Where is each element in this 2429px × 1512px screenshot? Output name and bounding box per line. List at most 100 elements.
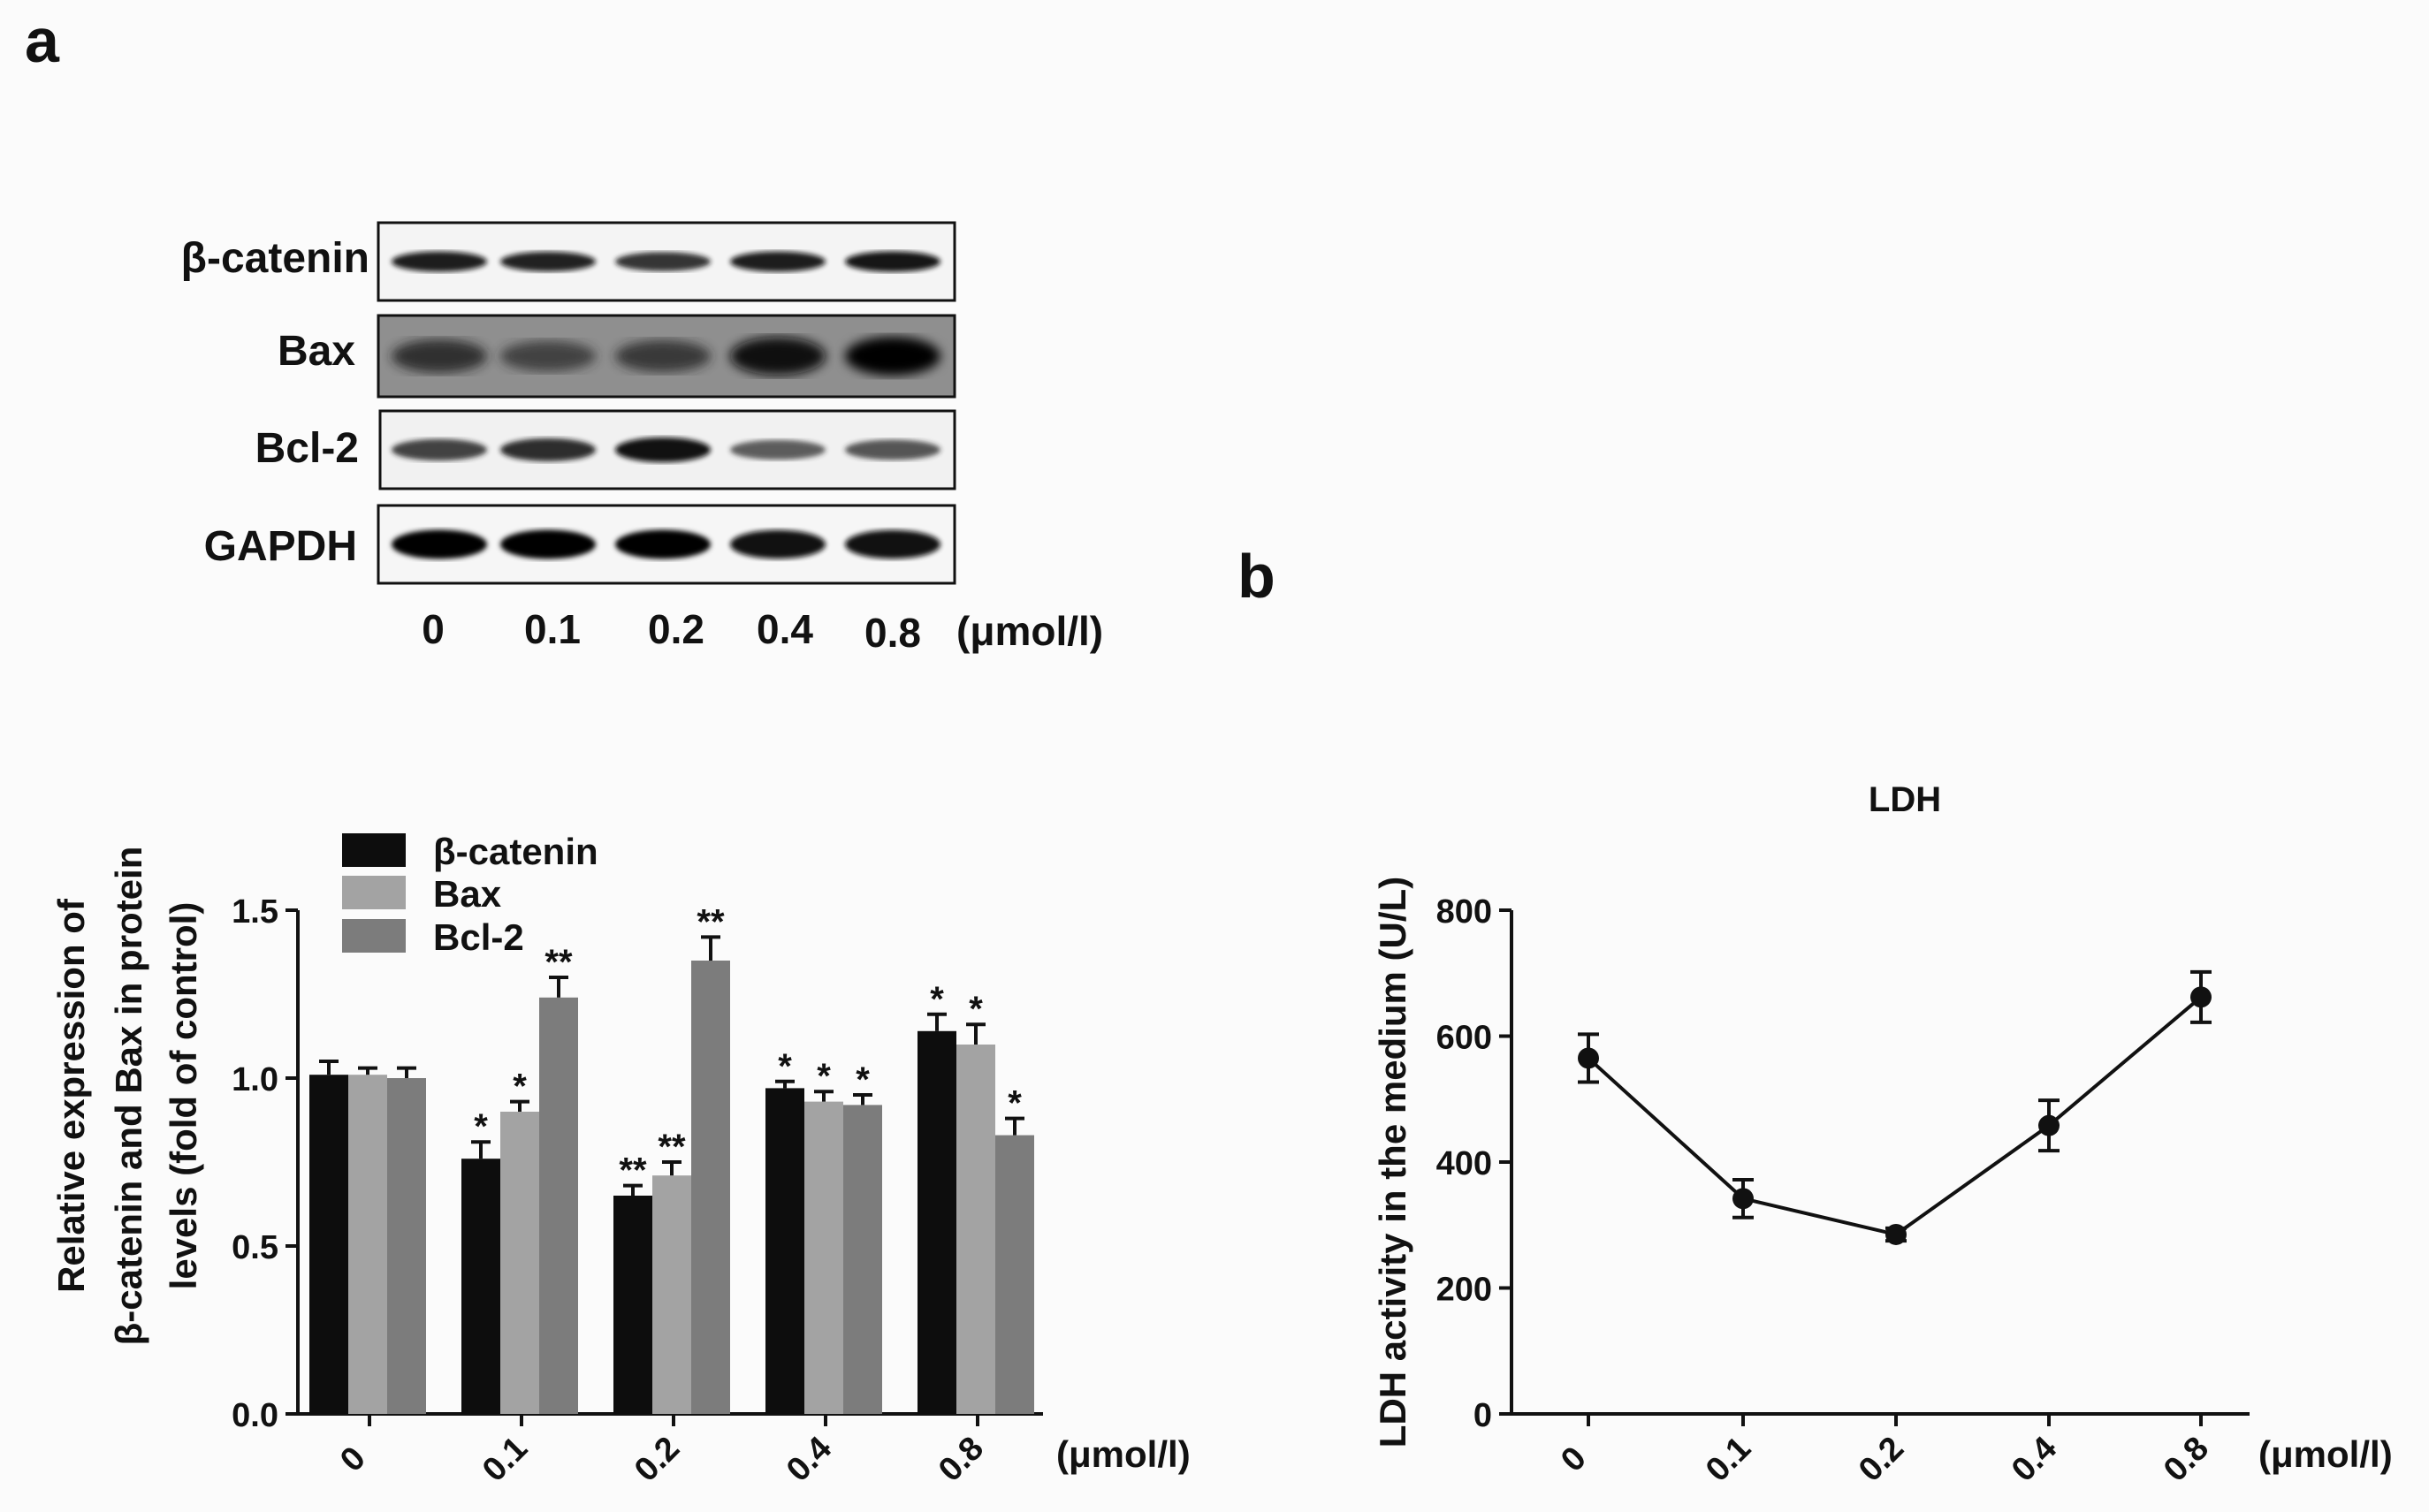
bar-significance-marker: *	[817, 1057, 831, 1096]
blot-band	[845, 529, 940, 559]
legend-label-Bax: Bax	[433, 873, 502, 915]
ldh-data-point	[1578, 1047, 1599, 1069]
blot-band	[500, 529, 596, 559]
legend-swatch-Bax	[342, 876, 406, 909]
blot-band	[615, 437, 711, 463]
bar-x-tick-label: 0.2	[628, 1430, 687, 1489]
bar-β-catenin-0.8	[918, 1030, 956, 1414]
bar-Bcl-2-0.1	[539, 997, 578, 1414]
blot-band	[730, 529, 826, 559]
blot-unit-label: (μmol/l)	[956, 608, 1103, 654]
blot-lane-label-0.8: 0.8	[864, 610, 921, 656]
bar-significance-marker: **	[544, 943, 573, 982]
bar-Bcl-2-0.2	[691, 961, 730, 1414]
bar-y-tick-label: 0.5	[232, 1229, 278, 1266]
bar-y-axis-label: β-catenin and Bax in protein	[108, 847, 149, 1346]
bar-significance-marker: *	[969, 990, 983, 1029]
bar-Bcl-2-0.4	[843, 1105, 882, 1414]
bar-β-catenin-0	[309, 1075, 348, 1414]
ldh-chart-title: LDH	[1869, 780, 1941, 819]
bar-chart-relative-expression: 0.0 0.5 1.0 1.5 Relative expression of β-cate…	[50, 831, 1191, 1489]
bar-Bax-0.1	[500, 1112, 539, 1414]
blot-band	[730, 439, 826, 460]
bar-significance-marker: *	[856, 1060, 870, 1099]
panel-label-a: a	[25, 6, 60, 75]
blot-band	[730, 337, 826, 376]
bar-β-catenin-0.2	[613, 1196, 652, 1414]
bar-Bax-0	[348, 1075, 387, 1414]
blot-band	[500, 438, 596, 461]
blot-band	[615, 529, 711, 559]
legend-label-Bcl-2: Bcl-2	[433, 916, 524, 958]
ldh-data-point	[1732, 1188, 1754, 1210]
ldh-y-axis-label: LDH activity in the medium (U/L)	[1372, 877, 1413, 1447]
bar-significance-marker: *	[513, 1068, 527, 1106]
bar-x-tick-label: 0.4	[780, 1430, 839, 1489]
blot-band	[392, 251, 487, 272]
ldh-x-tick-label: 0.4	[2005, 1430, 2064, 1489]
bar-significance-marker: *	[778, 1047, 792, 1086]
blot-band	[845, 337, 940, 376]
blot-lane-label-0.4: 0.4	[757, 606, 813, 652]
line-chart-ldh: LDH 0 200 400 600 800 LDH activity in the med…	[1372, 780, 2393, 1489]
bar-x-tick-label: 0.1	[476, 1430, 535, 1489]
bar-y-axis-label: levels (fold of control)	[163, 902, 204, 1290]
ldh-series-line	[1587, 995, 2203, 1237]
legend-label-β-catenin: β-catenin	[433, 831, 598, 872]
blot-band	[500, 251, 596, 272]
ldh-y-tick-label: 400	[1436, 1145, 1492, 1182]
bar-significance-marker: **	[697, 902, 725, 941]
bar-y-tick-label: 0.0	[232, 1397, 278, 1434]
ldh-data-point	[2190, 986, 2212, 1008]
blot-row-label-gapdh: GAPDH	[204, 523, 357, 570]
bar-x-tick-label: 0.8	[932, 1430, 991, 1489]
ldh-x-tick-label: 0.1	[1699, 1430, 1758, 1489]
bar-Bax-0.2	[652, 1175, 691, 1414]
bar-β-catenin-0.1	[461, 1159, 500, 1414]
panel-label-b: b	[1237, 542, 1275, 611]
ldh-x-tick-label: 0	[1554, 1440, 1594, 1479]
blot-lane-label-0: 0	[422, 606, 445, 652]
bar-y-tick-label: 1.5	[232, 893, 278, 931]
legend-swatch-β-catenin	[342, 833, 406, 867]
bar-x-axis-unit: (μmol/l)	[1056, 1433, 1191, 1475]
ldh-y-tick-label: 800	[1436, 893, 1492, 931]
blot-row-label-beta-catenin: β-catenin	[181, 235, 369, 282]
ldh-data-point	[1885, 1223, 1907, 1245]
western-blot: β-catenin Bax Bcl-2 GAPDH 0 0.1 0.2 0.4 …	[181, 221, 1103, 656]
bar-significance-marker: *	[930, 980, 944, 1019]
blot-band	[392, 529, 487, 559]
ldh-y-tick-label: 600	[1436, 1020, 1492, 1057]
bar-β-catenin-0.4	[765, 1088, 804, 1414]
blot-lane-label-0.2: 0.2	[648, 606, 704, 652]
bar-Bax-0.8	[956, 1045, 995, 1414]
blot-band	[392, 438, 487, 461]
ldh-x-tick-label: 0.8	[2157, 1430, 2216, 1489]
bar-x-tick-label: 0	[333, 1440, 373, 1479]
ldh-y-tick-label: 0	[1473, 1397, 1492, 1434]
bar-Bax-0.4	[804, 1101, 843, 1414]
bar-significance-marker: *	[474, 1107, 488, 1146]
blot-row-label-bcl2: Bcl-2	[255, 425, 359, 472]
ldh-data-point	[2038, 1114, 2060, 1136]
blot-band	[845, 251, 940, 272]
bar-significance-marker: **	[658, 1128, 686, 1166]
bar-Bcl-2-0	[387, 1078, 426, 1414]
blot-band	[730, 251, 826, 272]
blot-lane-label-0.1: 0.1	[524, 606, 581, 652]
ldh-x-tick-label: 0.2	[1852, 1430, 1911, 1489]
bar-significance-marker: **	[619, 1151, 647, 1190]
blot-band	[500, 340, 596, 372]
ldh-x-axis-unit: (μmol/l)	[2258, 1433, 2393, 1475]
bar-significance-marker: *	[1008, 1084, 1022, 1123]
blot-band	[392, 339, 487, 373]
blot-band	[845, 439, 940, 460]
legend-swatch-Bcl-2	[342, 919, 406, 953]
ldh-y-tick-label: 200	[1436, 1272, 1492, 1309]
bar-y-tick-label: 1.0	[232, 1061, 278, 1098]
bar-Bcl-2-0.8	[995, 1135, 1034, 1414]
blot-row-label-bax: Bax	[278, 328, 355, 375]
bar-y-axis-label: Relative expression of	[50, 898, 92, 1293]
blot-band	[615, 252, 711, 271]
